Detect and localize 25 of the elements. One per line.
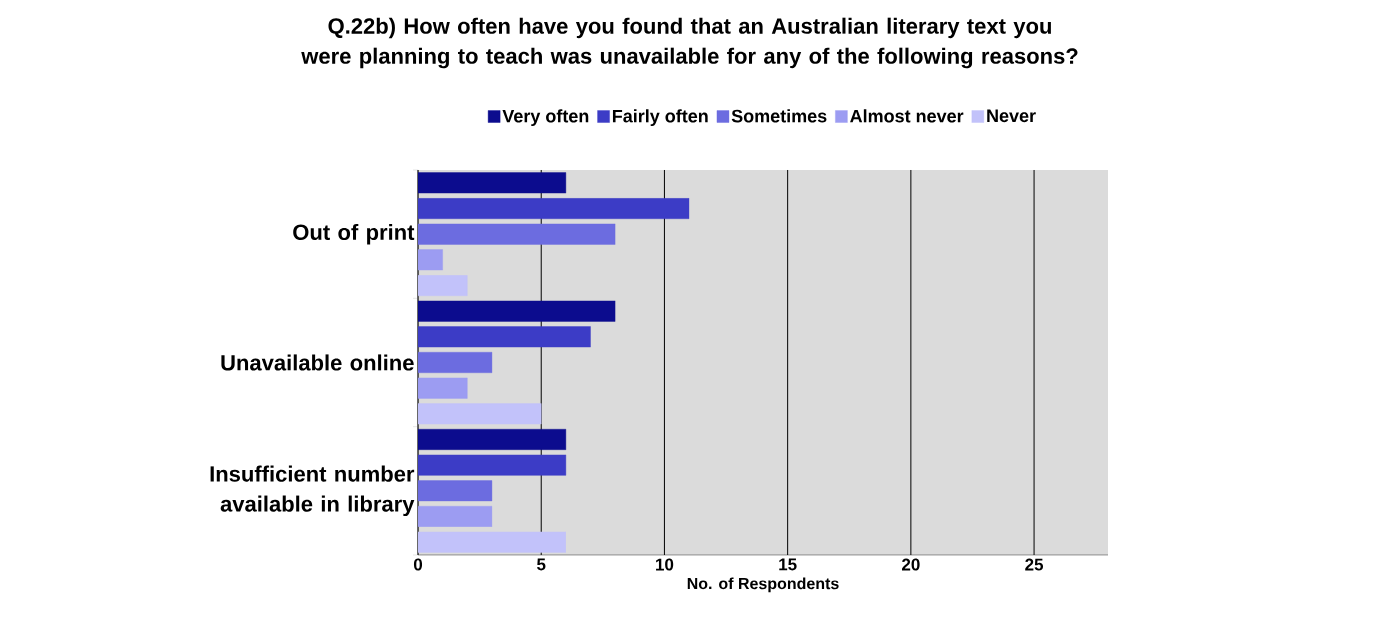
chart-title: Q.22b) How often have you found that an Australian literary text you were planning to teach was unavailable for any of the following reasons? bbox=[301, 17, 1078, 69]
y-tick-label: Unavailable online bbox=[221, 354, 414, 371]
bar bbox=[418, 275, 468, 296]
x-tick-label: 25 bbox=[1025, 558, 1044, 571]
y-tick-label: Out of print bbox=[293, 223, 415, 245]
bar bbox=[418, 454, 567, 476]
bar bbox=[418, 506, 493, 527]
legend-label: Never bbox=[987, 109, 1036, 123]
bar bbox=[418, 531, 567, 553]
x-tick-label: 10 bbox=[656, 558, 674, 571]
x-tick-label: 20 bbox=[902, 558, 920, 571]
bar bbox=[418, 326, 591, 348]
legend-label: Sometimes bbox=[731, 109, 827, 123]
bar bbox=[418, 249, 443, 271]
legend-label: Very often bbox=[502, 109, 589, 127]
x-axis-title: No. of Respondents bbox=[687, 577, 839, 593]
legend-label: Fairly often bbox=[612, 109, 708, 127]
bar bbox=[418, 403, 542, 425]
x-tick-label: 5 bbox=[537, 558, 546, 571]
x-tick-label: 0 bbox=[413, 558, 423, 571]
y-tick-label: Insufficient number available in library bbox=[210, 465, 415, 517]
legend-label: Almost never bbox=[850, 109, 964, 123]
bar bbox=[418, 198, 690, 219]
x-tick-label: 15 bbox=[779, 558, 797, 571]
bar bbox=[418, 377, 468, 399]
